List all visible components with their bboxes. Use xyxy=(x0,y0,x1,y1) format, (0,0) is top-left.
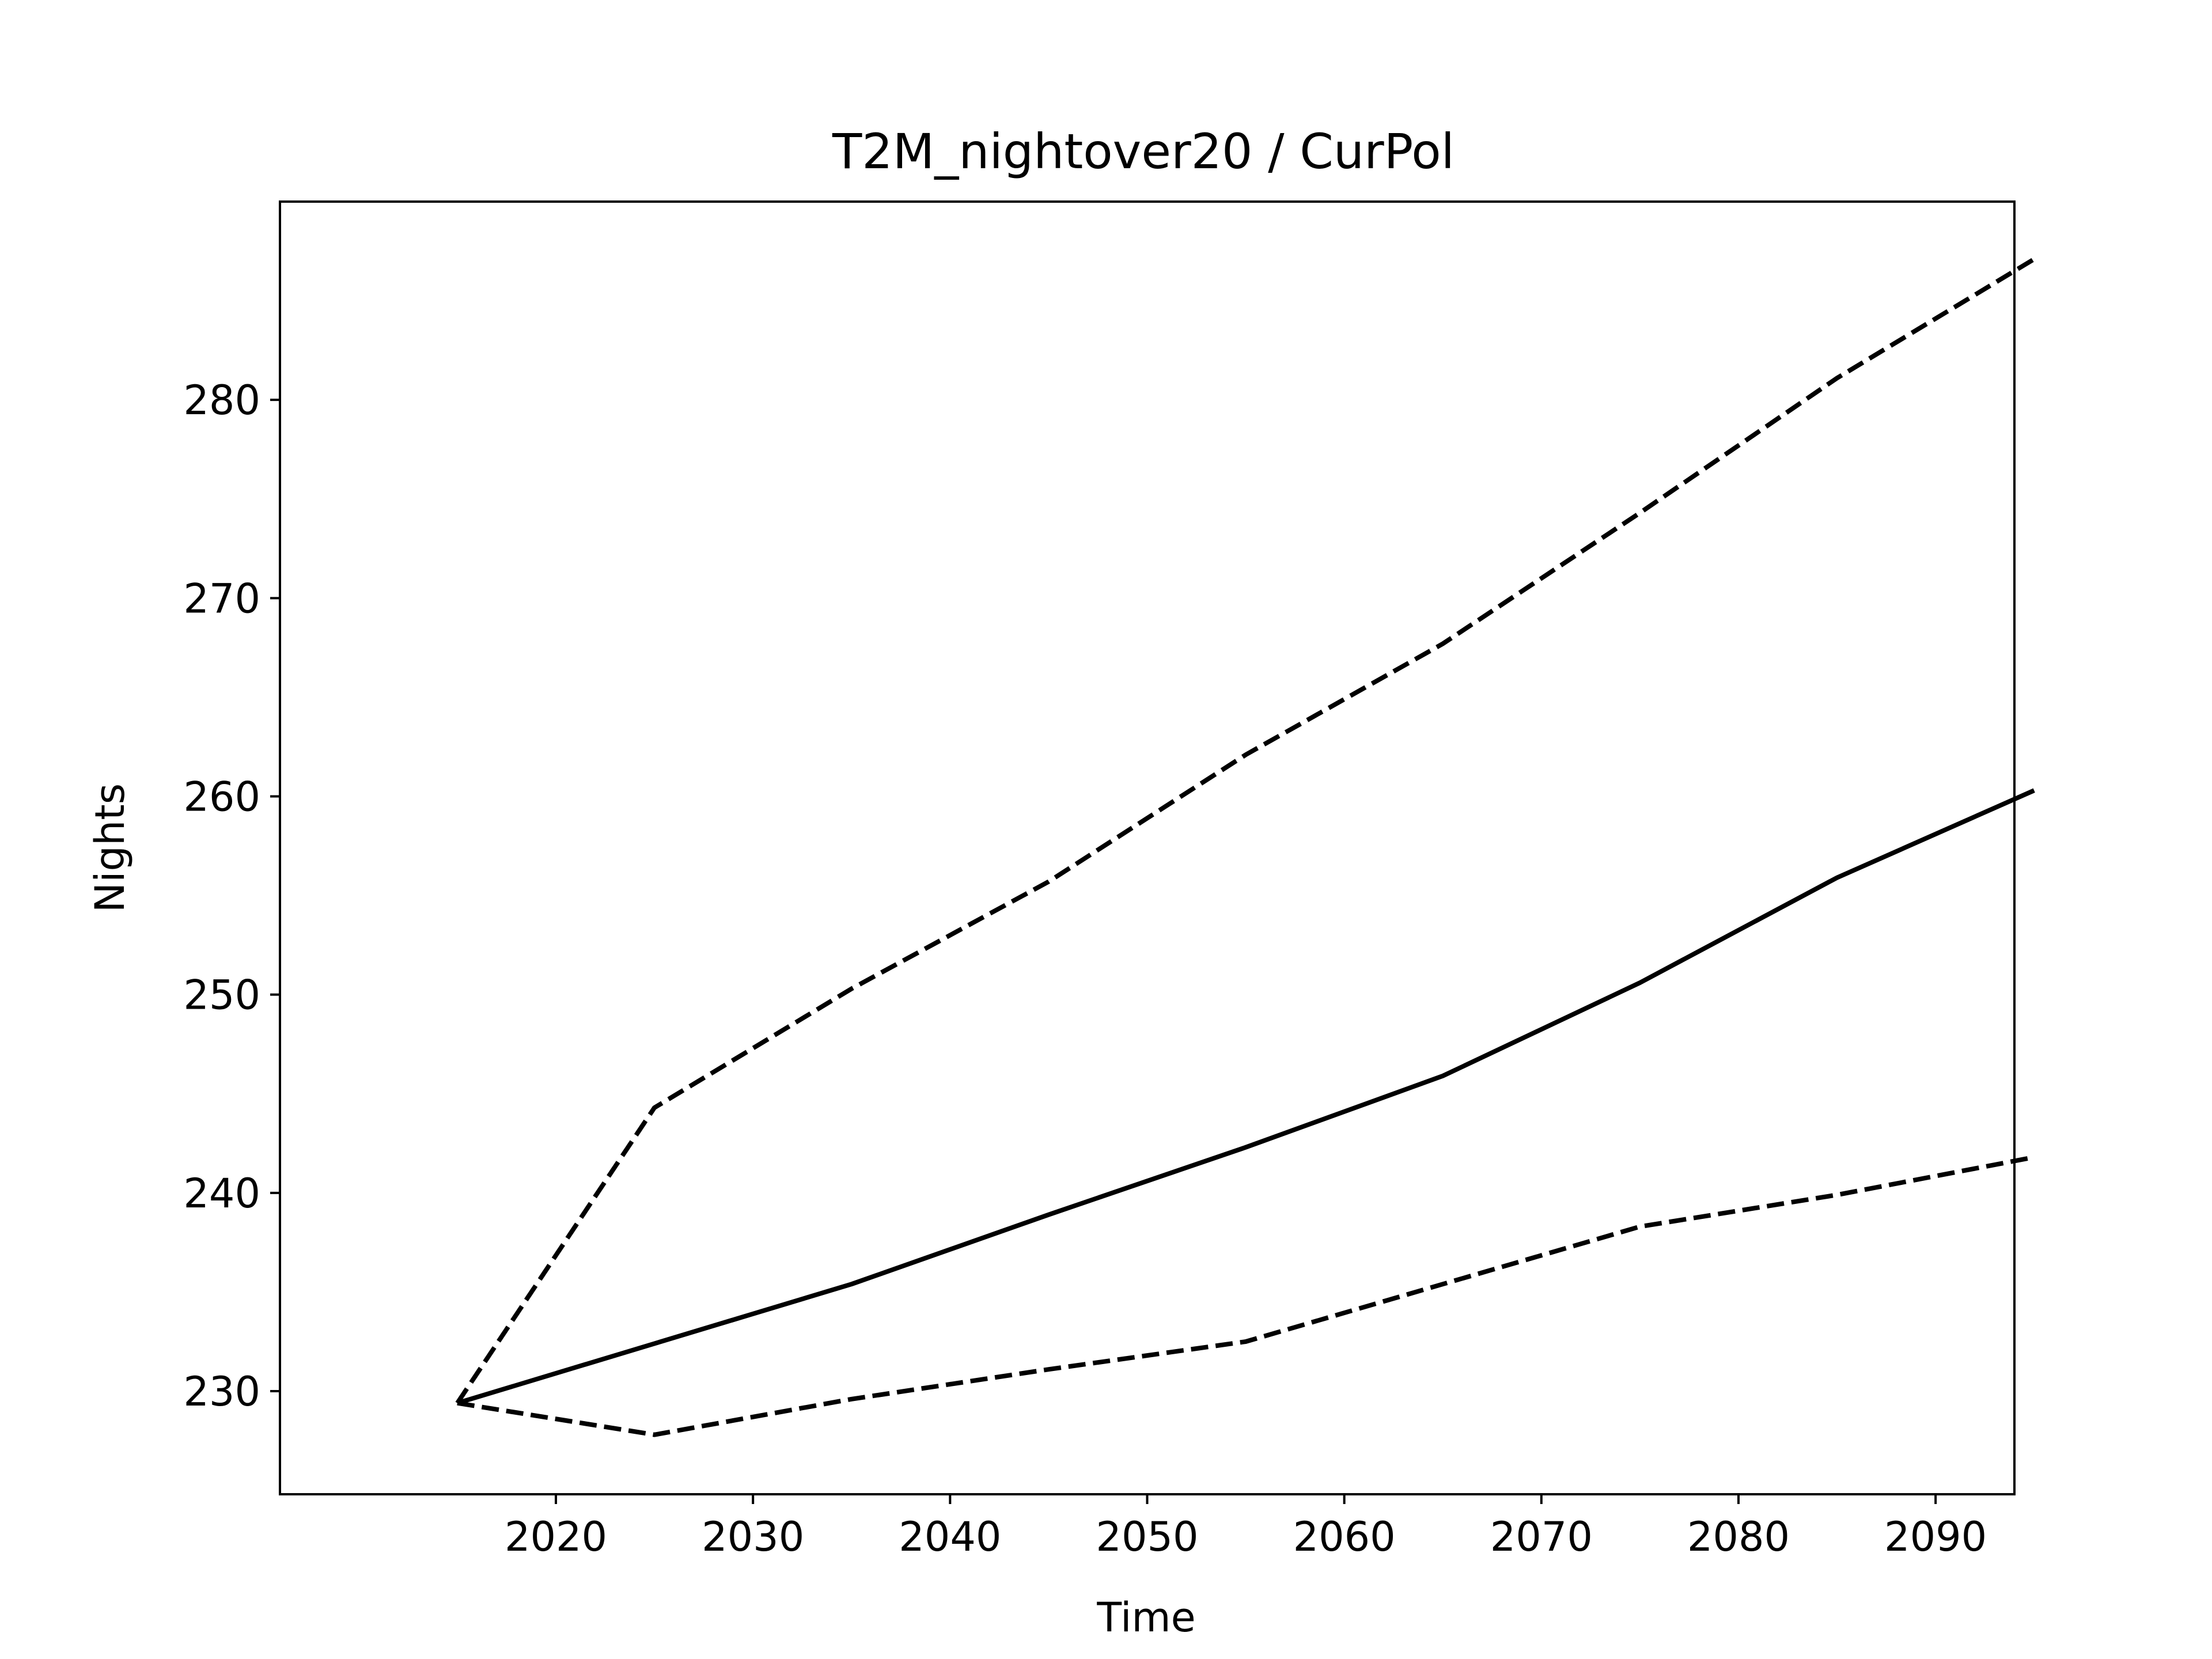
y-tick-label: 240 xyxy=(183,1170,260,1217)
x-tick-label: 2020 xyxy=(505,1513,607,1560)
y-axis-label: Nights xyxy=(86,783,134,913)
solid-series-line-1 xyxy=(456,788,2035,1406)
x-tick-label: 2060 xyxy=(1293,1513,1396,1560)
x-tick-label: 2040 xyxy=(899,1513,1001,1560)
y-tick-label: 270 xyxy=(183,575,260,622)
y-tick-label: 250 xyxy=(183,972,260,1019)
plot-frame xyxy=(279,200,2016,1495)
dashed-series-line-2 xyxy=(455,257,2036,1404)
x-tick-label: 2070 xyxy=(1490,1513,1593,1560)
x-tick-label: 2090 xyxy=(1884,1513,1987,1560)
x-axis-ticks: 2020 2030 2040 2050 2060 2070 2080 2090 xyxy=(505,1494,1987,1560)
y-tick-label: 280 xyxy=(183,377,260,424)
y-tick-label: 230 xyxy=(183,1368,260,1415)
chart-title: T2M_nightover20 / CurPol xyxy=(832,123,1455,180)
y-axis-ticks: 230 240 250 260 270 280 xyxy=(183,377,280,1415)
x-tick-label: 2050 xyxy=(1096,1513,1198,1560)
dashed-series-line-3 xyxy=(457,1154,2035,1437)
x-axis-label: Time xyxy=(1096,1594,1195,1641)
series-layer xyxy=(455,257,2036,1437)
x-tick-label: 2030 xyxy=(702,1513,804,1560)
y-tick-label: 260 xyxy=(183,774,260,821)
x-tick-label: 2080 xyxy=(1687,1513,1790,1560)
